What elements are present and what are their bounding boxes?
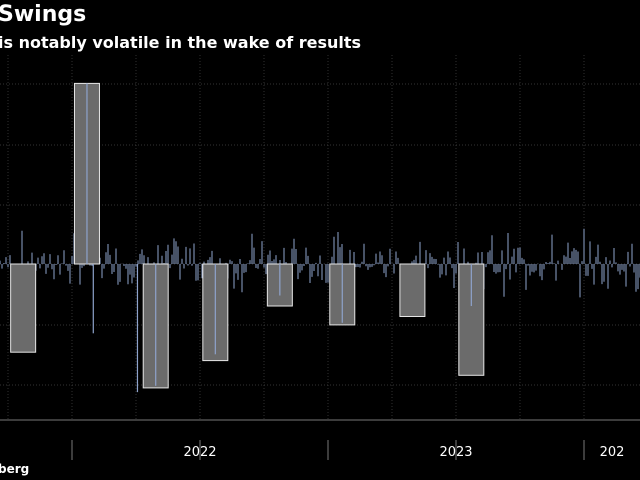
x-tick-label: 2023	[439, 445, 472, 460]
source-label: berg	[0, 462, 30, 476]
x-axis-ticks: 2022 2023 202	[71, 440, 625, 460]
earnings-bar	[399, 263, 426, 317]
x-tick-label: 202	[600, 445, 625, 460]
chart-title: Swings	[0, 2, 87, 27]
earnings-bar	[10, 263, 37, 353]
x-tick-label: 2022	[183, 445, 216, 460]
earnings-bars	[10, 82, 485, 389]
earnings-day-spikes	[86, 83, 472, 393]
chart-subtitle: is notably volatile in the wake of resul…	[0, 33, 362, 52]
grid-lines	[0, 55, 640, 420]
